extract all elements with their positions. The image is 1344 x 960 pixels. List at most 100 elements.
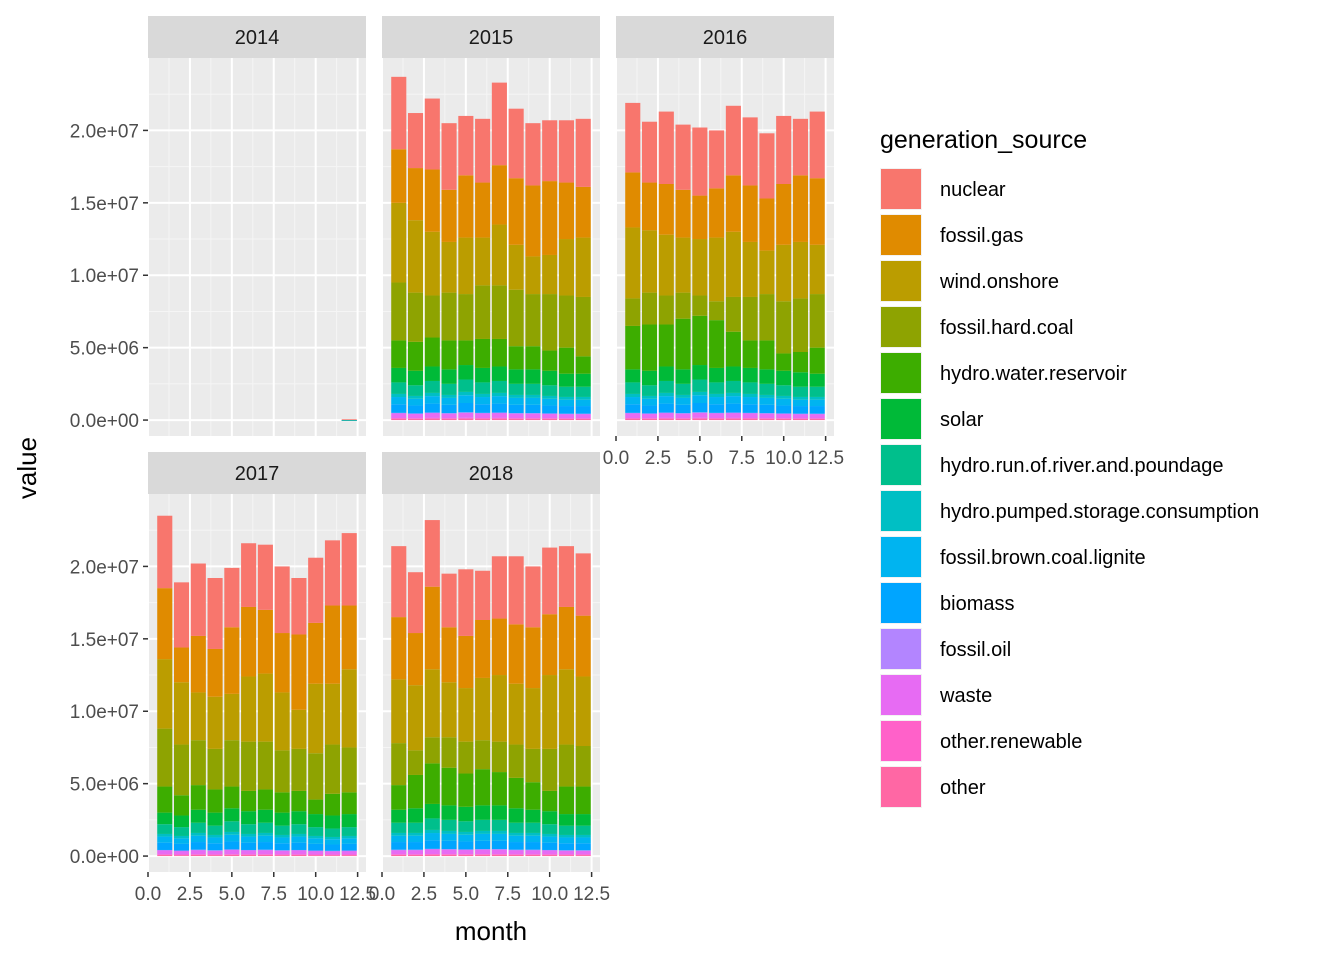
bar-segment-fossil-gas	[241, 606, 257, 677]
bar-segment-fossil-oil	[274, 850, 290, 851]
bar-segment-fossil-brown-coal-lignite	[475, 397, 491, 405]
bar-segment-wind-onshore	[508, 244, 524, 290]
bar-segment-biomass	[658, 403, 674, 413]
bar-segment-other-renewable	[792, 418, 809, 419]
bar-segment-fossil-oil	[675, 413, 691, 414]
legend-title: generation_source	[880, 126, 1087, 154]
bar-segment-fossil-hard-coal	[424, 295, 440, 338]
bar-segment-hydro-water-reservoir	[407, 774, 424, 809]
bar-segment-hydro-pumped-storage-consumption	[341, 835, 357, 839]
bar-segment-solar	[291, 811, 307, 825]
bar-segment-wind-onshore	[241, 676, 257, 742]
bar-segment-nuclear	[341, 533, 357, 606]
bar-segment-hydro-run-of-river-and-poundage	[692, 379, 708, 392]
bar-segment-fossil-oil	[324, 850, 341, 852]
bar-segment-biomass	[173, 843, 190, 851]
bar-segment-biomass	[491, 403, 507, 413]
bar-segment-other	[491, 854, 507, 857]
bar-segment-other-renewable	[391, 418, 407, 419]
bar-segment-fossil-gas	[424, 586, 440, 670]
legend-label: biomass	[940, 593, 1014, 615]
bar-segment-hydro-water-reservoir	[675, 318, 691, 370]
bar-segment-fossil-brown-coal-lignite	[441, 397, 457, 405]
legend-label: hydro.water.reservoir	[940, 363, 1127, 385]
bar-segment-other	[809, 418, 825, 421]
bar-segment-solar	[308, 814, 324, 828]
bar-segment-solar	[542, 370, 558, 386]
bar-segment-other	[575, 418, 591, 421]
bar-segment-other	[658, 418, 674, 421]
bar-segment-nuclear	[759, 133, 775, 199]
bar-segment-hydro-pumped-storage-consumption	[224, 831, 240, 835]
bar-segment-wind-onshore	[725, 231, 741, 297]
bar-segment-fossil-gas	[458, 175, 474, 238]
bar-segment-waste	[675, 413, 691, 419]
bar-segment-other	[458, 418, 474, 421]
bar-segment-waste	[424, 413, 440, 418]
bar-segment-fossil-gas	[441, 627, 457, 683]
bar-segment-fossil-brown-coal-lignite	[809, 399, 825, 407]
bar-segment-biomass	[207, 843, 223, 851]
bar-segment-wind-onshore	[525, 256, 541, 295]
bar-segment-fossil-gas	[792, 175, 809, 242]
bar-segment-fossil-hard-coal	[725, 296, 741, 332]
bar-segment-fossil-hard-coal	[542, 294, 558, 351]
bar-segment-hydro-run-of-river-and-poundage	[759, 383, 775, 395]
legend-key-swatch	[881, 169, 921, 209]
bar-segment-fossil-oil	[441, 413, 457, 414]
bar-segment-wind-onshore	[641, 230, 658, 293]
bar-segment-fossil-gas	[776, 184, 792, 245]
bar-segment-hydro-water-reservoir	[157, 786, 173, 813]
bar-segment-other-renewable	[508, 854, 524, 855]
bar-segment-wind-onshore	[308, 683, 324, 754]
bar-segment-fossil-brown-coal-lignite	[291, 836, 307, 843]
bar-segment-solar	[224, 808, 240, 822]
facet-strip	[148, 16, 366, 58]
bar-segment-fossil-brown-coal-lignite	[725, 396, 741, 404]
bar-segment-fossil-oil	[407, 849, 424, 851]
bar-segment-hydro-water-reservoir	[809, 347, 825, 374]
bar-segment-other	[241, 855, 257, 857]
bar-segment-hydro-pumped-storage-consumption	[190, 832, 206, 836]
bar-segment-fossil-oil	[391, 412, 407, 414]
bar-segment-solar	[274, 812, 290, 826]
bar-segment-waste	[308, 850, 324, 855]
bar-segment-fossil-oil	[475, 849, 491, 850]
bar-segment-fossil-brown-coal-lignite	[658, 396, 674, 404]
bar-segment-hydro-run-of-river-and-poundage	[542, 824, 558, 834]
legend-key-swatch	[881, 675, 921, 715]
bar-segment-waste	[742, 413, 758, 419]
bar-segment-fossil-gas	[257, 609, 273, 674]
bar-segment-nuclear	[542, 547, 558, 615]
bar-segment-fossil-oil	[491, 849, 507, 850]
bar-segment-hydro-pumped-storage-consumption	[391, 832, 407, 836]
legend-key-swatch	[881, 721, 921, 761]
bar-segment-fossil-hard-coal	[491, 741, 507, 773]
bar-segment-fossil-hard-coal	[441, 292, 457, 341]
bar-segment-nuclear	[658, 111, 674, 184]
bar-segment-fossil-gas	[542, 614, 558, 676]
bar-segment-fossil-oil	[508, 849, 524, 851]
legend-key-swatch	[881, 353, 921, 393]
bar-segment-solar	[491, 805, 507, 820]
bar-segment-solar	[157, 812, 173, 825]
bar-segment-fossil-brown-coal-lignite	[424, 833, 440, 841]
bar-segment-fossil-oil	[190, 849, 206, 851]
bar-segment-other-renewable	[308, 854, 324, 856]
x-tick-label: 12.5	[339, 884, 376, 905]
bar-segment-fossil-brown-coal-lignite	[625, 397, 641, 405]
bar-segment-hydro-water-reservoir	[641, 324, 658, 371]
bar-segment-waste	[508, 850, 524, 855]
legend-label: solar	[940, 409, 984, 431]
bar-segment-hydro-pumped-storage-consumption	[575, 834, 591, 838]
y-tick-label: 1.0e+07	[70, 266, 139, 287]
x-tick-label: 5.0	[453, 884, 479, 905]
bar-segment-other	[709, 418, 725, 421]
bar-segment-solar	[391, 809, 407, 823]
bar-segment-hydro-water-reservoir	[508, 346, 524, 370]
bar-segment-hydro-water-reservoir	[241, 790, 257, 812]
bar-segment-hydro-run-of-river-and-poundage	[776, 385, 792, 396]
bar-segment-hydro-run-of-river-and-poundage	[341, 827, 357, 836]
bar-segment-hydro-water-reservoir	[792, 352, 809, 373]
bar-segment-biomass	[475, 840, 491, 850]
